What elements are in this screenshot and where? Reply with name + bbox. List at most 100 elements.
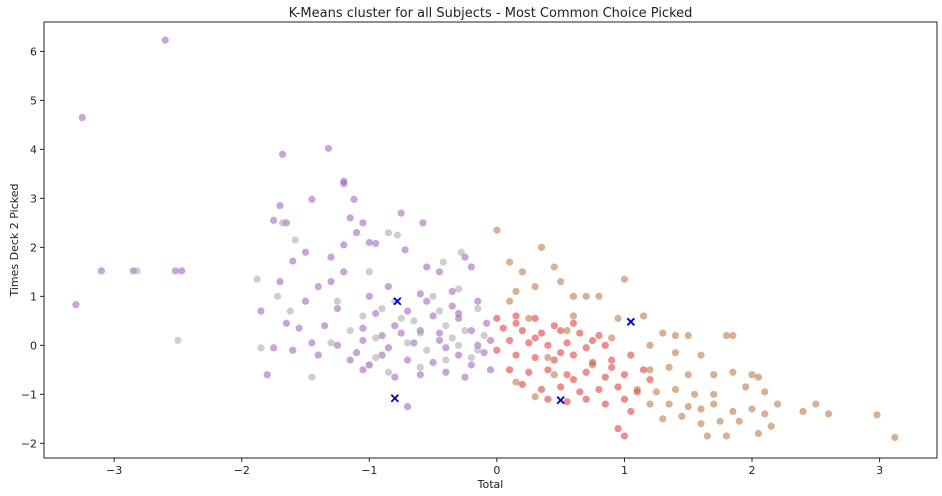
scatter-point (614, 314, 622, 322)
scatter-point (340, 177, 348, 185)
scatter-point (563, 371, 571, 379)
scatter-point (761, 410, 769, 418)
chart-title: K-Means cluster for all Subjects - Most … (289, 6, 693, 21)
scatter-point (506, 336, 514, 345)
scatter-point (646, 400, 654, 408)
scatter-point (710, 371, 718, 379)
scatter-point (569, 312, 578, 320)
scatter-point (537, 329, 546, 337)
scatter-point (710, 390, 718, 398)
x-tick-label: −3 (106, 464, 122, 477)
scatter-point (346, 214, 354, 222)
scatter-point (410, 317, 418, 325)
scatter-point (665, 400, 673, 408)
scatter-point (665, 363, 673, 371)
scatter-point (627, 351, 635, 359)
scatter-point (652, 388, 660, 396)
scatter-point (372, 239, 380, 248)
scatter-point (78, 113, 86, 122)
scatter-point (639, 312, 648, 320)
scatter-point (569, 376, 578, 384)
scatter-point (608, 363, 616, 371)
scatter-point (429, 292, 437, 300)
scatter-point (359, 219, 367, 227)
scatter-point (614, 383, 622, 391)
scatter-point (525, 339, 533, 347)
scatter-point (627, 407, 635, 416)
scatter-point (435, 329, 444, 337)
scatter-point (671, 331, 680, 340)
scatter-point (340, 241, 348, 249)
scatter-point (72, 301, 80, 309)
scatter-point (384, 282, 393, 291)
scatter-point (378, 331, 386, 340)
scatter-point (563, 327, 571, 335)
scatter-point (457, 248, 465, 256)
x-axis-title: Total (477, 478, 504, 491)
scatter-point (518, 380, 526, 389)
centroid-marker (556, 396, 565, 405)
scatter-point (620, 395, 629, 403)
scatter-point (308, 195, 316, 203)
scatter-point (550, 263, 558, 271)
scatter-point (506, 258, 514, 266)
scatter-point (442, 356, 450, 364)
scatter-point (729, 331, 737, 340)
scatter-point (365, 238, 373, 247)
scatter-point (773, 400, 782, 408)
scatter-point (697, 405, 705, 413)
scatter-point (263, 371, 271, 379)
scatter-point (314, 282, 322, 291)
scatter-point (291, 236, 299, 244)
scatter-point (748, 371, 756, 379)
scatter-point (174, 336, 182, 345)
scatter-point (493, 226, 501, 234)
y-tick-label: 5 (30, 94, 37, 107)
scatter-point (327, 339, 335, 347)
scatter-point (550, 356, 558, 364)
y-tick-label: 1 (30, 290, 37, 303)
scatter-point (563, 339, 571, 347)
y-tick-label: 6 (30, 45, 37, 58)
scatter-point (873, 411, 881, 419)
scatter-point (557, 327, 565, 335)
scatter-point (384, 368, 393, 376)
scatter-point (506, 366, 514, 374)
y-tick-label: −1 (21, 388, 37, 401)
scatter-point (703, 432, 711, 440)
scatter-point (620, 275, 629, 283)
scatter-point (467, 353, 475, 362)
y-tick-label: −2 (21, 437, 37, 450)
scatter-point (474, 304, 482, 313)
scatter-point (359, 366, 367, 374)
scatter-point (423, 346, 431, 354)
scatter-point (557, 383, 565, 391)
scatter-point (324, 144, 333, 152)
scatter-point (448, 334, 456, 342)
scatter-point (684, 371, 692, 379)
y-axis-title: Times Deck 2 Picked (8, 183, 21, 297)
data-points (72, 36, 899, 442)
scatter-point (512, 287, 520, 296)
scatter-point (340, 268, 348, 276)
scatter-point (314, 351, 322, 359)
scatter-point (531, 314, 539, 322)
scatter-point (512, 312, 520, 320)
scatter-point (697, 420, 705, 428)
scatter-point (321, 322, 329, 330)
scatter-point (601, 341, 609, 349)
scatter-point (410, 339, 418, 347)
scatter-point (333, 297, 342, 305)
scatter-point (531, 393, 539, 401)
scatter-point (403, 307, 412, 315)
x-tick-label: 2 (749, 464, 756, 477)
scatter-point (278, 219, 287, 227)
scatter-point (416, 329, 424, 337)
scatter-point (569, 292, 578, 300)
scatter-point (531, 282, 539, 291)
scatter-point (799, 407, 807, 416)
scatter-point (333, 304, 342, 313)
scatter-point (824, 410, 833, 418)
scatter-point (891, 433, 899, 442)
